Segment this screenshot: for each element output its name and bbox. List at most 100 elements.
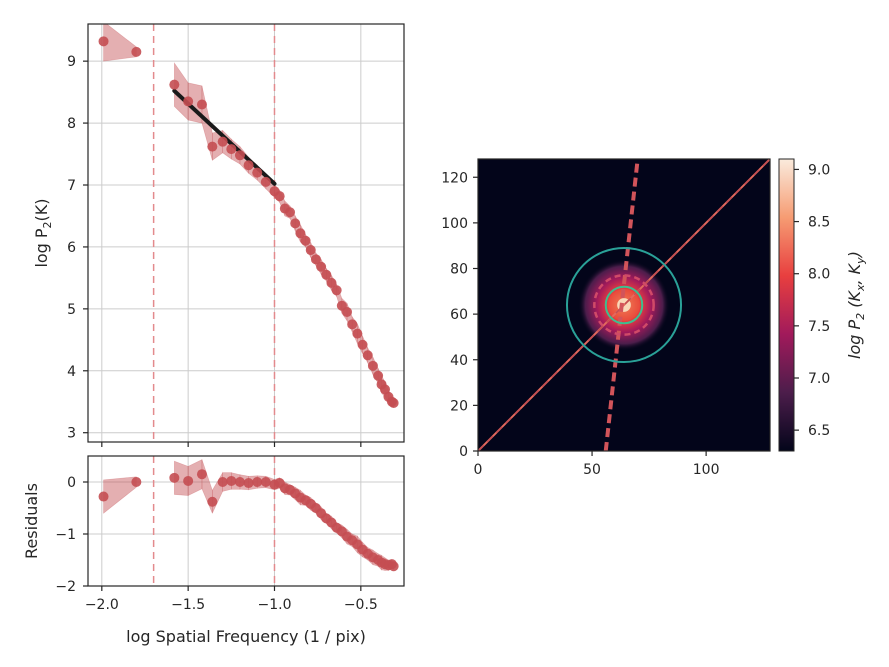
spectrum-panel: 3 4 5 6 7 8 9 log P2(K): [32, 23, 405, 447]
spectrum-vlines: [152, 24, 276, 442]
data-point: [196, 99, 207, 110]
colorbar-tick-label: 7.0: [808, 371, 830, 387]
data-point: [285, 207, 296, 218]
data-point: [362, 350, 373, 361]
y-tick-label: 7: [67, 178, 76, 194]
y-tick-label: 4: [67, 364, 76, 380]
y-tick-label: 20: [450, 398, 468, 414]
data-point: [131, 46, 142, 57]
y-tick-label: −2: [55, 579, 76, 595]
colorbar-gradient: [778, 158, 795, 452]
spectrum-points: [98, 36, 399, 408]
x-tick-label: −2.0: [85, 597, 119, 613]
data-point: [183, 96, 194, 107]
y-tick-label: 60: [450, 307, 468, 323]
residuals-ticks: −2.0 −1.5 −1.0 −0.5 −2 −1 0: [55, 475, 377, 613]
x-tick-label: 0: [474, 462, 483, 478]
x-tick-label: −0.5: [344, 597, 378, 613]
data-point: [98, 491, 109, 502]
error-band: [174, 460, 189, 496]
spectrum-band: [103, 24, 394, 408]
heatmap-axes-frame: [477, 158, 771, 452]
radius-circle: [565, 246, 683, 364]
data-point: [260, 176, 271, 187]
data-point: [234, 150, 245, 161]
y-tick-label: 8: [67, 116, 76, 132]
data-point: [243, 478, 254, 489]
data-point: [226, 475, 237, 486]
residuals-points: [98, 469, 399, 572]
data-point: [295, 228, 306, 239]
data-point: [207, 141, 218, 152]
orientation-dashed-line: [603, 159, 640, 451]
y-tick-label: −1: [55, 527, 76, 543]
data-point: [169, 79, 180, 90]
data-point: [352, 328, 363, 339]
y-tick-label: 40: [450, 353, 468, 369]
heatmap-content: [478, 159, 770, 451]
data-point: [252, 167, 263, 178]
y-tick-label: 80: [450, 262, 468, 278]
data-point: [316, 261, 327, 272]
data-point: [357, 339, 368, 350]
heatmap-ticks: 0 50 100 0 20 40 60 80 100 120: [441, 170, 719, 478]
inner-ring: [593, 274, 655, 336]
residuals-panel: −2.0 −1.5 −1.0 −0.5 −2 −1 0 Residuals log Spat…: [22, 455, 405, 646]
y-tick-label: 100: [441, 216, 468, 232]
residuals-vlines: [152, 456, 276, 586]
data-point: [331, 285, 342, 296]
data-point: [234, 477, 245, 487]
data-point: [373, 370, 384, 381]
data-point: [274, 191, 285, 202]
y-tick-label: 0: [459, 444, 468, 460]
colorbar-label: log P2 (Kx, Ky): [845, 251, 867, 359]
spectrum-ylabel: log P2(K): [32, 198, 54, 267]
data-point: [207, 496, 218, 507]
colorbar-tick-label: 7.5: [808, 319, 830, 335]
x-tick-label: 100: [693, 462, 720, 478]
data-point: [388, 397, 399, 408]
data-point: [310, 254, 321, 265]
spectrum-grid: [88, 24, 404, 442]
y-tick-label: 9: [67, 54, 76, 70]
data-point: [326, 277, 337, 288]
heatmap-panel: 0 50 100 0 20 40 60 80 100 120: [441, 158, 771, 478]
y-tick-label: 120: [441, 170, 468, 186]
colorbar-tick-label: 6.5: [808, 423, 830, 439]
data-point: [260, 477, 271, 487]
data-point: [217, 477, 228, 487]
data-point: [169, 472, 180, 483]
data-point: [98, 36, 109, 47]
x-tick-label: −1.5: [171, 597, 205, 613]
y-tick-label: 0: [67, 475, 76, 491]
data-point: [196, 469, 207, 480]
data-point: [131, 477, 142, 487]
residuals-grid: [88, 456, 404, 587]
colorbar-tick-label: 8.5: [808, 215, 830, 231]
y-tick-label: 3: [67, 426, 76, 442]
data-point: [388, 561, 399, 572]
y-tick-label: 5: [67, 302, 76, 318]
colorbar-tick-label: 9.0: [808, 162, 830, 178]
data-point: [300, 235, 311, 246]
residuals-xlabel: log Spatial Frequency (1 / pix): [126, 627, 366, 646]
data-point: [217, 136, 228, 147]
colorbar: 6.5 7.0 7.5 8.0 8.5 9.0 log P2 (Kx, Ky): [778, 158, 867, 452]
data-point: [321, 269, 332, 280]
colorbar-tick-label: 8.0: [808, 267, 830, 283]
spectrum-ticks: 3 4 5 6 7 8 9: [67, 54, 362, 447]
data-point: [305, 245, 316, 256]
spectrum-axes-frame: [87, 23, 405, 443]
x-tick-label: 50: [583, 462, 601, 478]
data-point: [226, 144, 237, 155]
error-band: [103, 476, 137, 514]
data-point: [367, 360, 378, 371]
data-point: [347, 319, 358, 330]
diagonal-dashed: [478, 159, 770, 451]
residuals-axes-frame: [87, 455, 405, 587]
data-point: [183, 475, 194, 486]
residuals-band: [103, 459, 394, 571]
data-point: [342, 306, 353, 317]
radius-circle: [604, 285, 644, 325]
residuals-ylabel: Residuals: [22, 483, 41, 559]
